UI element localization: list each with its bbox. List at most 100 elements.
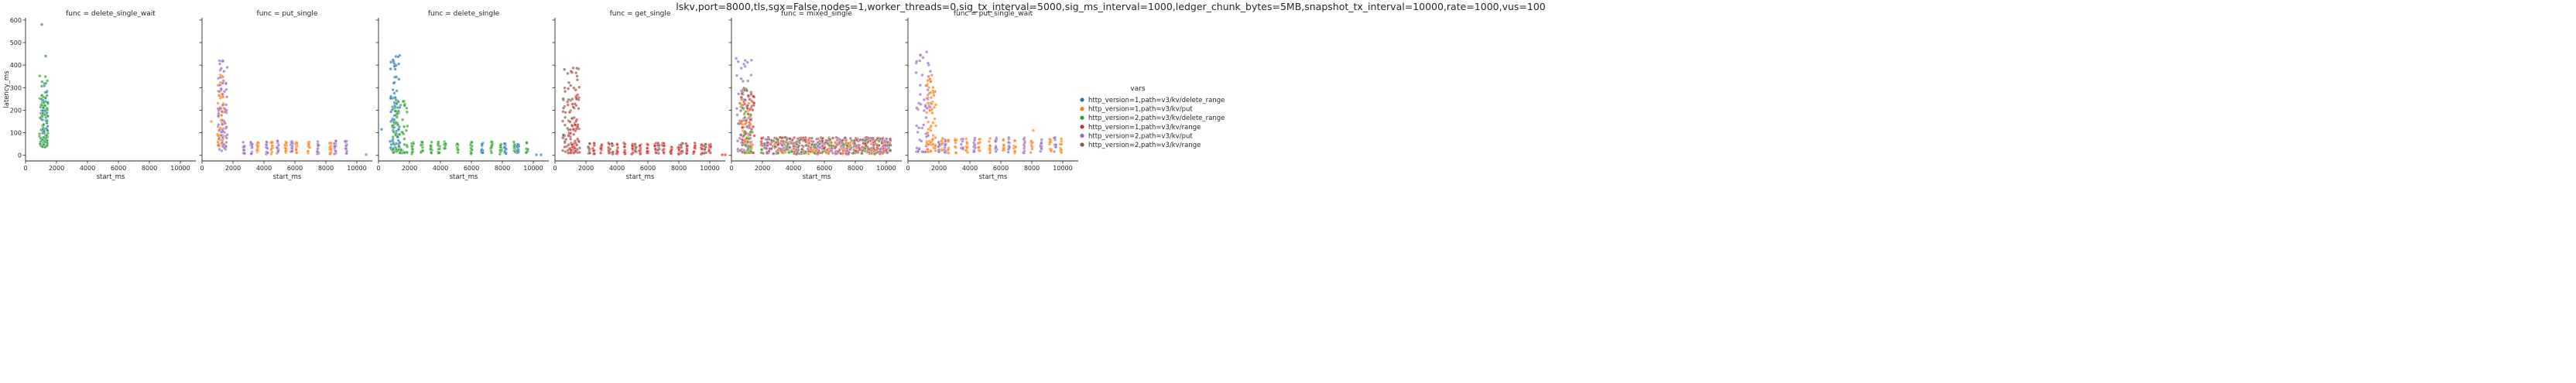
data-point — [748, 145, 752, 149]
data-point — [220, 110, 224, 114]
data-point — [920, 139, 923, 143]
data-point — [399, 103, 402, 107]
x-tick-label: 2000 — [402, 165, 417, 172]
data-point — [736, 139, 740, 143]
data-point — [396, 55, 400, 59]
data-point — [872, 143, 875, 147]
data-point — [813, 151, 817, 155]
data-point — [1023, 141, 1027, 145]
data-point — [959, 142, 963, 146]
data-point — [953, 145, 957, 149]
data-point — [575, 78, 579, 82]
data-point — [395, 89, 399, 93]
data-point — [610, 142, 614, 145]
data-point — [987, 139, 991, 143]
data-point — [783, 150, 787, 154]
y-tick-label: 100 — [10, 130, 22, 137]
data-point — [946, 148, 950, 152]
data-point — [794, 152, 798, 156]
data-point — [405, 110, 409, 114]
data-point — [917, 126, 921, 130]
data-point — [525, 141, 529, 145]
data-point — [391, 147, 395, 151]
data-point — [392, 81, 396, 85]
legend-entry: http_version=1,path=v3/kv/range — [1080, 124, 1201, 132]
data-point — [571, 66, 575, 70]
data-point — [863, 146, 867, 150]
y-tick-label: 300 — [10, 84, 22, 91]
data-point — [402, 137, 406, 141]
data-point — [735, 107, 738, 111]
data-point — [295, 151, 299, 155]
x-tick-label: 10000 — [523, 165, 543, 172]
data-point — [1013, 150, 1017, 154]
data-point — [224, 140, 228, 145]
data-point — [965, 145, 969, 149]
data-point — [776, 152, 780, 156]
data-point — [421, 149, 425, 152]
data-point — [402, 125, 406, 128]
data-point — [807, 138, 810, 142]
data-point — [45, 91, 49, 94]
data-point — [561, 106, 566, 110]
data-point — [40, 145, 44, 149]
data-point — [889, 149, 892, 152]
data-point — [844, 138, 848, 142]
data-point — [317, 143, 320, 147]
data-point — [735, 56, 738, 60]
data-point — [419, 143, 423, 147]
data-point — [882, 149, 886, 153]
data-point — [470, 141, 474, 145]
data-point — [563, 67, 567, 71]
data-point — [567, 151, 570, 155]
data-point — [926, 79, 930, 83]
data-point — [930, 102, 933, 106]
data-point — [760, 148, 764, 152]
data-point — [927, 142, 930, 146]
data-point — [389, 110, 393, 114]
data-point — [43, 54, 48, 58]
data-point — [469, 151, 473, 155]
data-point — [927, 74, 930, 78]
data-point — [218, 76, 222, 80]
data-point — [702, 151, 707, 156]
x-tick-label: 4000 — [256, 165, 272, 172]
data-point — [988, 151, 992, 155]
data-point — [45, 119, 49, 123]
data-point — [502, 142, 507, 145]
data-point — [860, 152, 864, 156]
x-tick-label: 2000 — [931, 165, 947, 172]
legend-marker — [1080, 97, 1084, 102]
data-point — [44, 81, 48, 85]
data-point — [656, 152, 660, 156]
data-point — [39, 94, 44, 97]
data-point — [393, 67, 397, 71]
data-point — [469, 146, 473, 150]
data-point — [744, 143, 748, 148]
data-point — [914, 70, 918, 74]
data-point — [332, 152, 336, 156]
data-point — [915, 146, 919, 150]
data-point — [561, 119, 565, 123]
data-point — [221, 103, 224, 107]
data-point — [748, 97, 752, 101]
x-tick-label: 4000 — [80, 165, 95, 172]
data-point — [792, 147, 796, 151]
data-point — [1002, 143, 1005, 147]
data-point — [708, 151, 712, 155]
data-point — [916, 130, 920, 134]
data-point — [785, 138, 789, 142]
data-point — [570, 97, 574, 101]
data-point — [224, 87, 228, 91]
data-point — [270, 144, 274, 148]
data-point — [45, 106, 49, 110]
data-point — [831, 136, 835, 140]
data-point — [1040, 146, 1043, 150]
data-point — [749, 127, 753, 132]
data-point — [1007, 135, 1011, 139]
data-point — [437, 147, 441, 151]
data-point — [946, 138, 951, 142]
data-point — [888, 137, 892, 141]
x-tick-label: 6000 — [464, 165, 479, 172]
data-point — [964, 137, 968, 141]
